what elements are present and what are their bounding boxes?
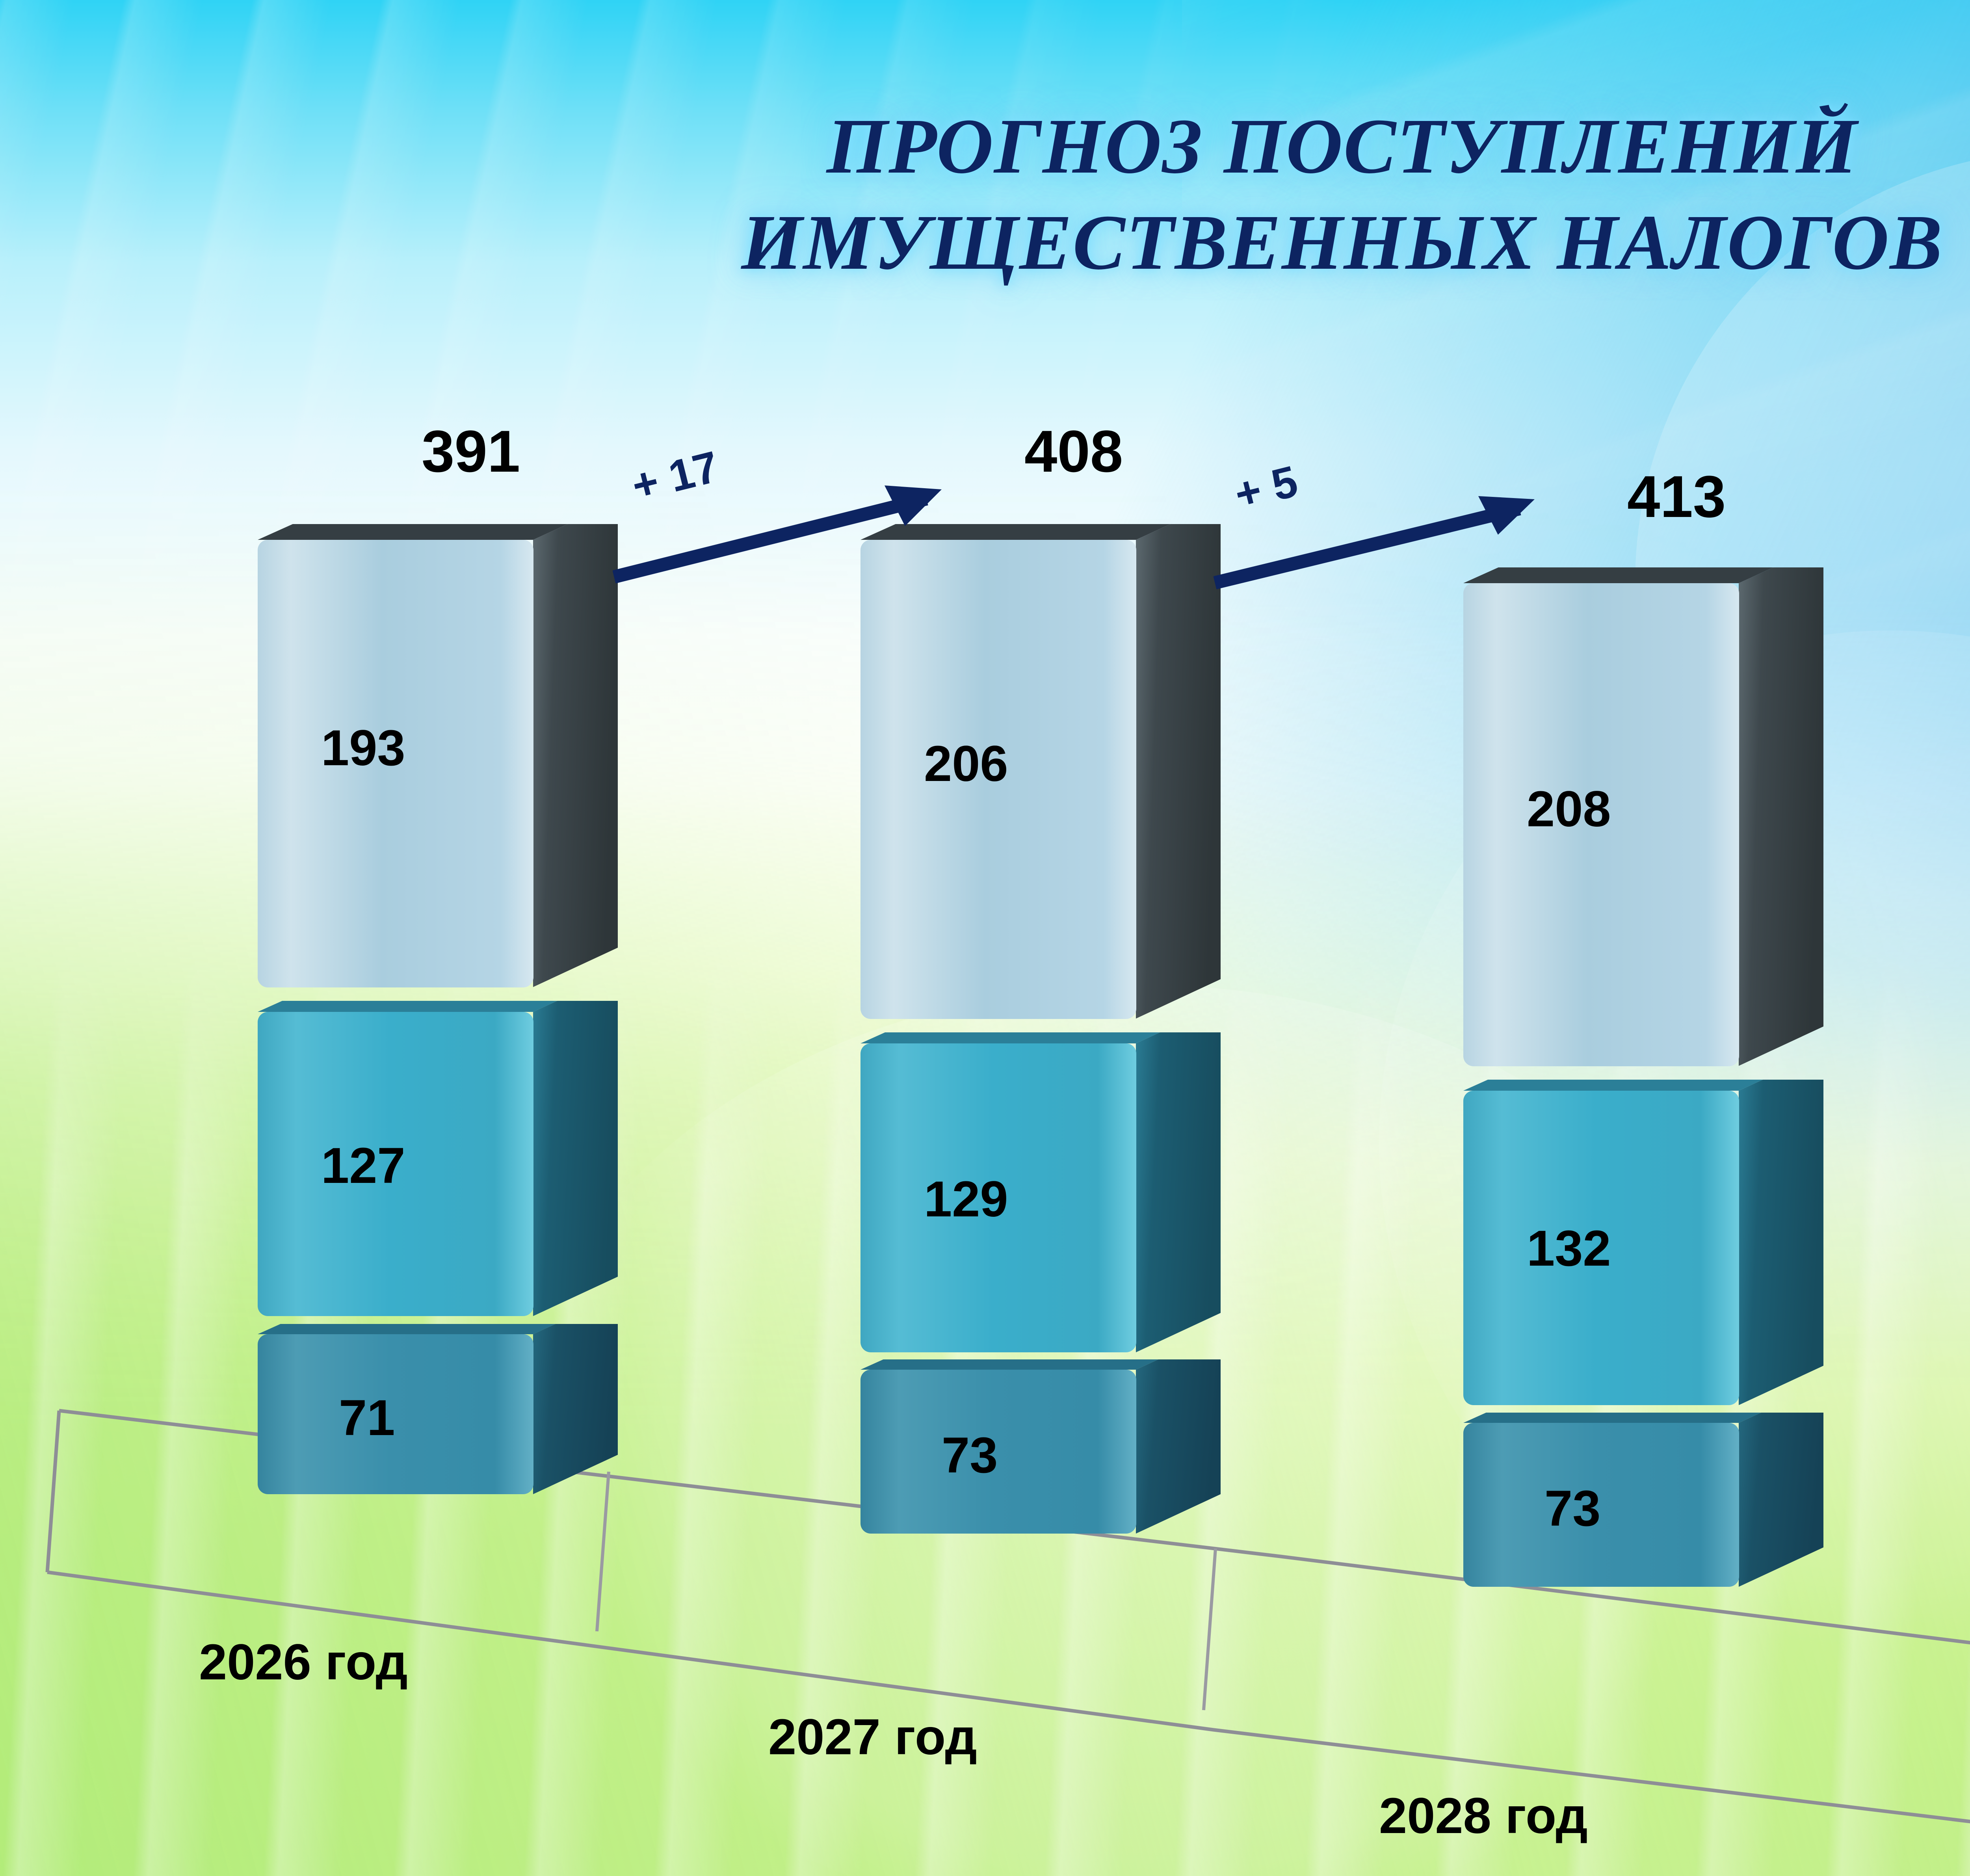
bar-segment-property-tax[interactable]: 208: [1458, 567, 1856, 1080]
bar-segment-value: 127: [321, 1138, 405, 1194]
bar-segment-land-tax[interactable]: 71: [252, 1324, 650, 1513]
bar-total-label: 391: [422, 418, 520, 484]
bar-segment-land-tax[interactable]: 73: [855, 1359, 1253, 1552]
bar-segment-value: 71: [339, 1390, 395, 1446]
bar-segment-value: 132: [1527, 1220, 1611, 1277]
category-label-2027: 2027 год: [768, 1709, 977, 1765]
bar-segment-value: 208: [1527, 781, 1611, 837]
bar-segment-transport-tax[interactable]: 127: [252, 1001, 650, 1324]
bar-column-2028[interactable]: 413: [1458, 467, 1852, 1592]
bar-segment-value: 206: [924, 736, 1008, 792]
bar-segment-value: 73: [942, 1427, 998, 1484]
bar-segment-property-tax[interactable]: 193: [252, 524, 650, 1001]
category-label-2028: 2028 год: [1379, 1788, 1588, 1844]
category-label-2026: 2026 год: [199, 1634, 408, 1690]
bar-segment-value: 129: [924, 1171, 1008, 1227]
bar-segment-value: 73: [1544, 1480, 1601, 1537]
bar-column-2026[interactable]: 391: [252, 422, 646, 1494]
bar-segment-property-tax[interactable]: 206: [855, 524, 1253, 1032]
bar-total-label: 408: [1024, 418, 1123, 484]
bar-total-label: 413: [1627, 463, 1726, 530]
bar-segment-land-tax[interactable]: 73: [1458, 1413, 1856, 1606]
bar-segment-value: 193: [321, 720, 405, 776]
bar-column-2027[interactable]: 408: [855, 422, 1249, 1549]
bar-segment-transport-tax[interactable]: 132: [1458, 1080, 1856, 1413]
bar-segment-transport-tax[interactable]: 129: [855, 1032, 1253, 1359]
page-title: ПРОГНОЗ ПОСТУПЛЕНИЙ ИМУЩЕСТВЕННЫХ НАЛОГО…: [741, 103, 1943, 286]
